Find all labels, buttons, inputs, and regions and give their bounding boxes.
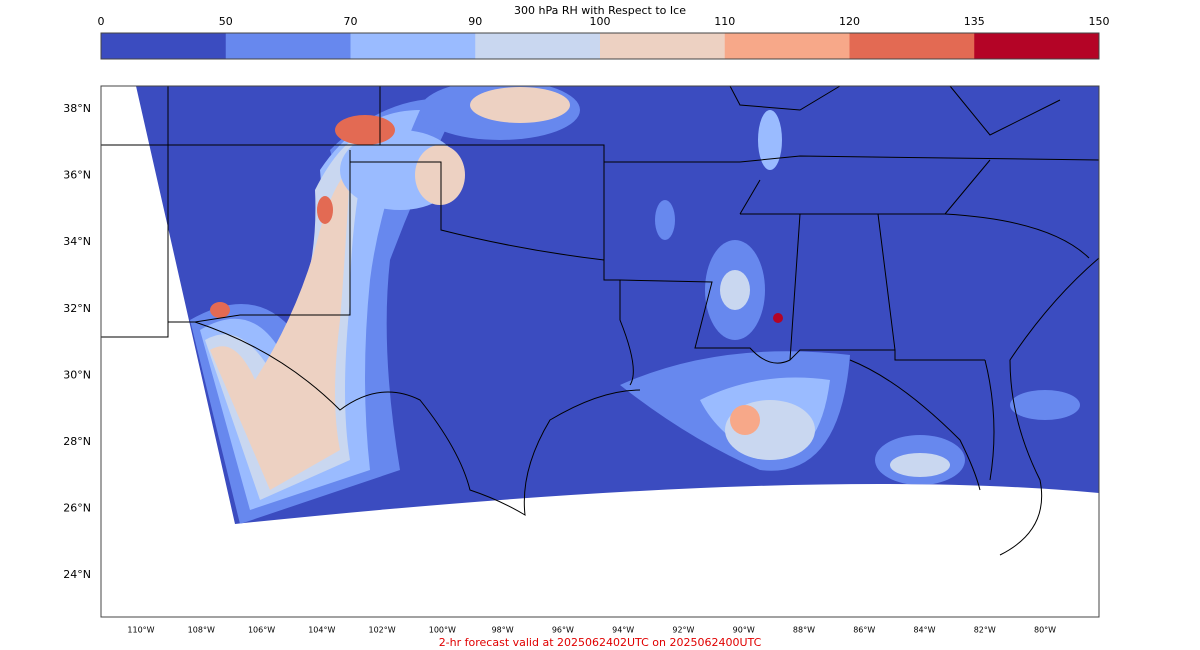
map-frame bbox=[100, 85, 1100, 618]
lat-label: 34°N bbox=[63, 235, 91, 248]
lon-label: 88°W bbox=[793, 626, 815, 635]
colorbar-tick-label: 135 bbox=[964, 15, 985, 28]
lon-label: 102°W bbox=[368, 626, 395, 635]
colorbar-segment bbox=[724, 33, 850, 59]
colorbar-title: 300 hPa RH with Respect to Ice bbox=[514, 4, 686, 17]
lon-label: 110°W bbox=[127, 626, 154, 635]
lon-label: 90°W bbox=[733, 626, 755, 635]
colorbar-tick-label: 150 bbox=[1089, 15, 1110, 28]
colorbar-tick-label: 0 bbox=[98, 15, 105, 28]
colorbar-tick-label: 110 bbox=[714, 15, 735, 28]
colorbar: 0 50 70 90 100 110 120 135 150 bbox=[98, 15, 1110, 60]
lon-label: 84°W bbox=[913, 626, 935, 635]
colorbar-tick-label: 70 bbox=[344, 15, 358, 28]
lon-label: 80°W bbox=[1034, 626, 1056, 635]
colorbar-tick-label: 90 bbox=[468, 15, 482, 28]
lat-label: 38°N bbox=[63, 102, 91, 115]
lon-label: 86°W bbox=[853, 626, 875, 635]
axis-labels: 38°N 36°N 34°N 32°N 30°N 28°N 26°N 24°N 110°W 108… bbox=[63, 102, 1056, 635]
colorbar-tick-label: 50 bbox=[219, 15, 233, 28]
colorbar-tick-label: 100 bbox=[590, 15, 611, 28]
colorbar-frame bbox=[100, 32, 1100, 60]
lon-label: 82°W bbox=[974, 626, 996, 635]
colorbar-segment bbox=[974, 33, 1100, 59]
lon-label: 98°W bbox=[492, 626, 514, 635]
lat-label: 28°N bbox=[63, 435, 91, 448]
footer: 2-hr forecast valid at 2025062402UTC on … bbox=[439, 636, 762, 649]
colorbar-segment bbox=[849, 33, 975, 59]
lat-label: 36°N bbox=[63, 169, 91, 182]
lat-label: 32°N bbox=[63, 302, 91, 315]
lat-label: 24°N bbox=[63, 568, 91, 581]
colorbar-segment bbox=[600, 33, 726, 59]
colorbar-segment bbox=[475, 33, 601, 59]
colorbar-segment bbox=[101, 33, 227, 59]
colorbar-tick-label: 120 bbox=[839, 15, 860, 28]
colorbar-segment bbox=[225, 33, 351, 59]
lat-label: 26°N bbox=[63, 502, 91, 515]
lon-label: 104°W bbox=[308, 626, 335, 635]
state-borders bbox=[101, 85, 1100, 556]
lon-label: 94°W bbox=[612, 626, 634, 635]
lon-label: 92°W bbox=[672, 626, 694, 635]
map bbox=[100, 85, 1100, 618]
lon-label: 96°W bbox=[552, 626, 574, 635]
lat-label: 30°N bbox=[63, 368, 91, 381]
rh-field bbox=[190, 86, 1080, 524]
colorbar-segment bbox=[350, 33, 476, 59]
lon-label: 100°W bbox=[429, 626, 456, 635]
lon-label: 108°W bbox=[188, 626, 215, 635]
lon-label: 106°W bbox=[248, 626, 275, 635]
